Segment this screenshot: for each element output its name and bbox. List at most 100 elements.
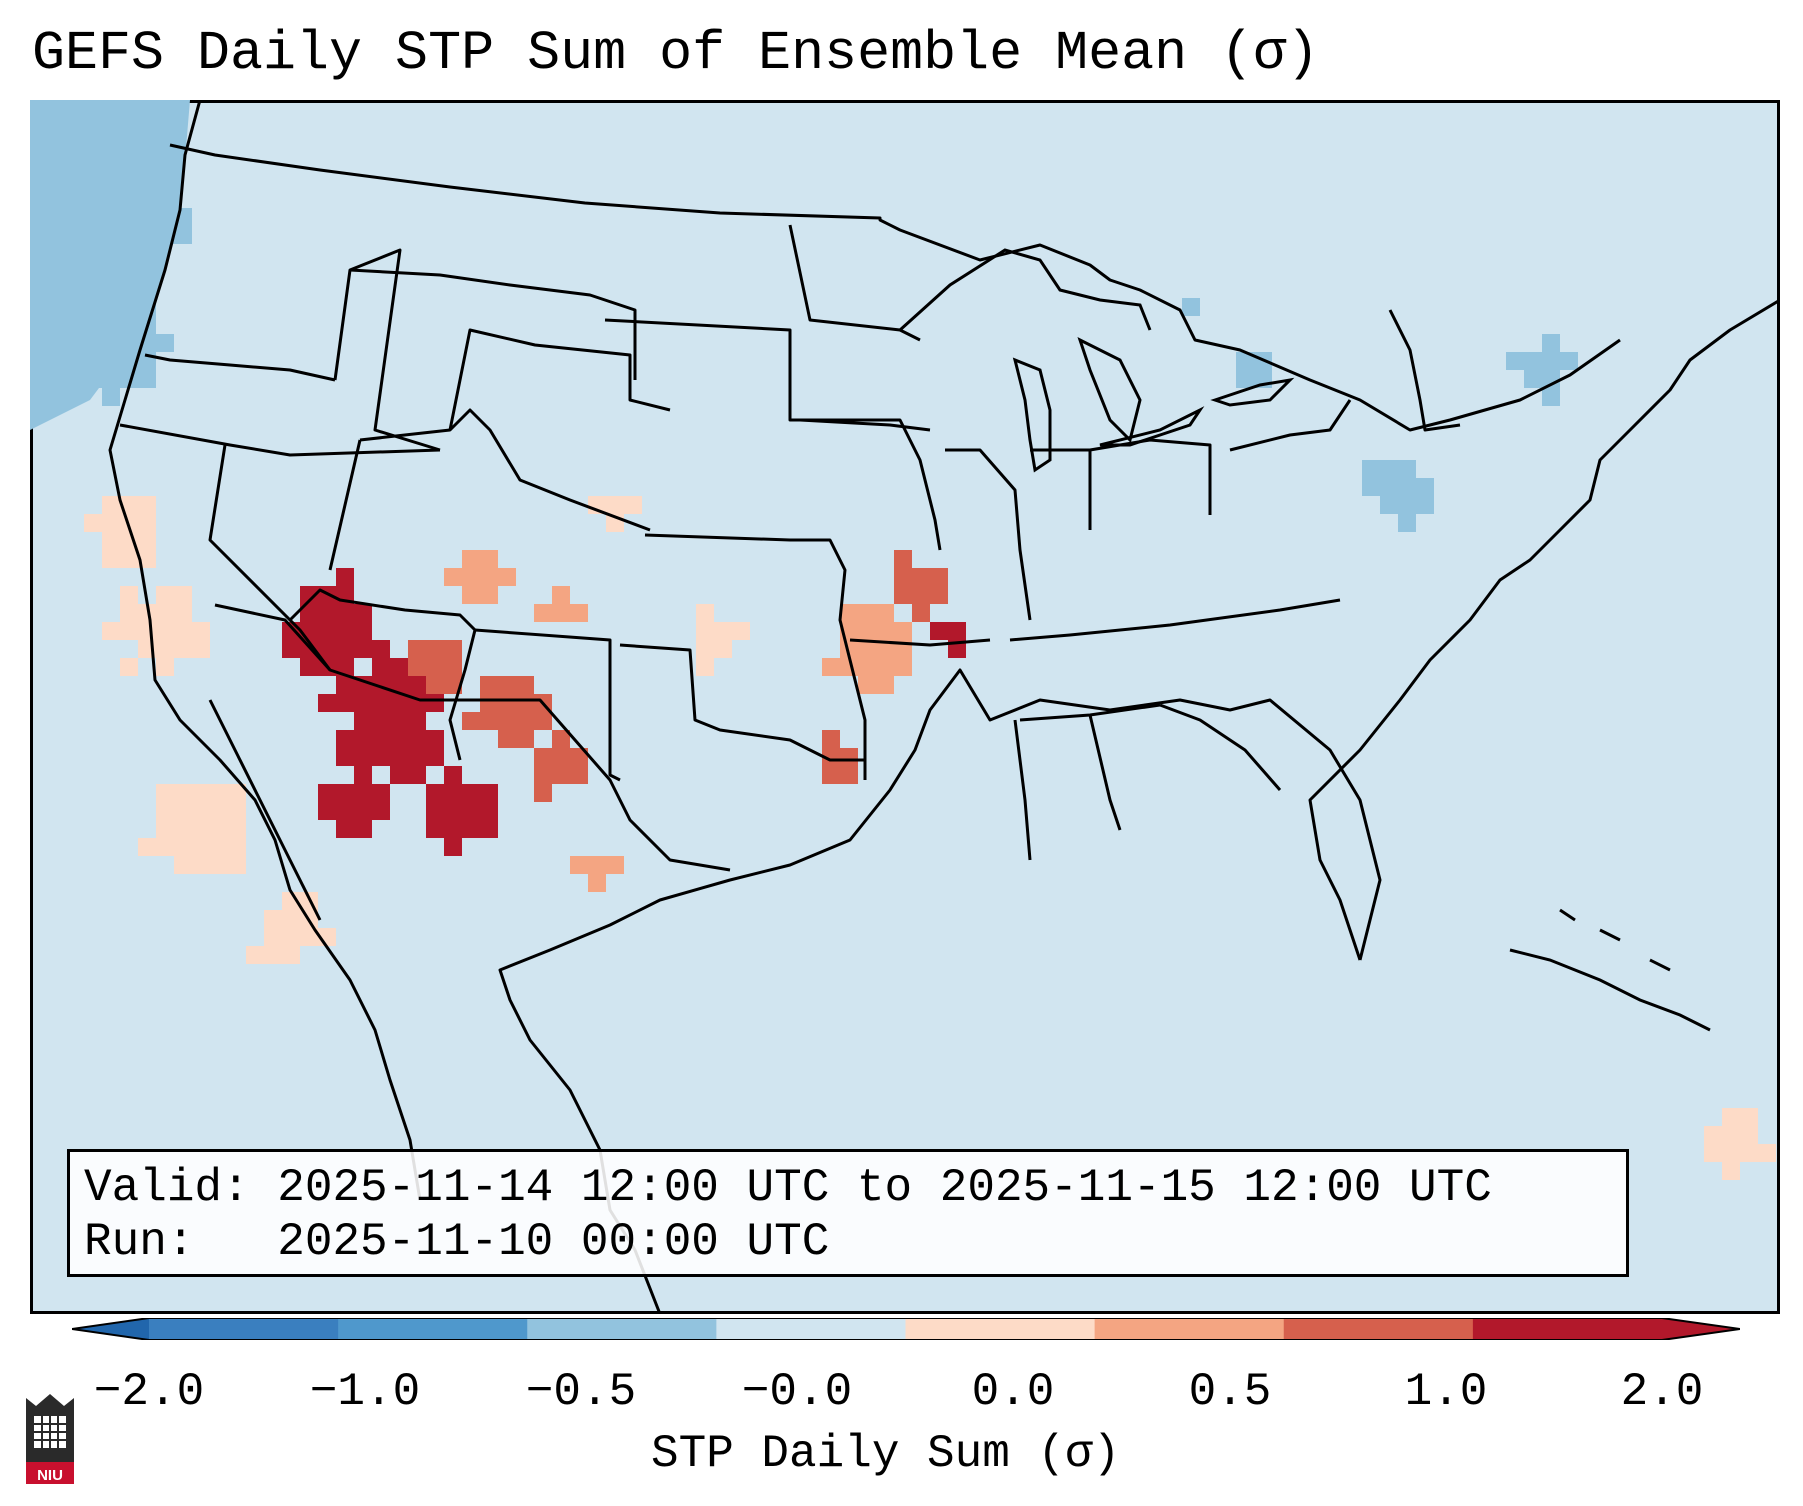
anomaly-cell <box>498 568 516 586</box>
anomaly-cell <box>102 388 120 406</box>
anomaly-cell <box>840 766 858 784</box>
anomaly-cell <box>102 316 120 334</box>
anomaly-cell <box>372 694 390 712</box>
anomaly-cell <box>138 226 156 244</box>
anomaly-cell <box>210 802 228 820</box>
map-background <box>30 100 1780 1314</box>
anomaly-cell <box>570 856 588 874</box>
anomaly-cell <box>408 748 426 766</box>
anomaly-cell <box>174 586 192 604</box>
anomaly-cell <box>372 802 390 820</box>
anomaly-cell <box>318 784 336 802</box>
tick-label: −0.0 <box>741 1366 853 1418</box>
anomaly-cell <box>120 586 138 604</box>
anomaly-cell <box>354 640 372 658</box>
anomaly-cell <box>372 712 390 730</box>
anomaly-cell <box>894 550 912 568</box>
border-new-england <box>1388 309 1461 432</box>
anomaly-cell <box>462 784 480 802</box>
anomaly-cell <box>480 694 498 712</box>
anomaly-cell <box>66 352 84 370</box>
anomaly-cell <box>552 604 570 622</box>
anomaly-cell <box>444 568 462 586</box>
anomaly-cell <box>480 586 498 604</box>
anomaly-cell <box>318 694 336 712</box>
anomaly-cell <box>174 604 192 622</box>
anomaly-cell <box>462 586 480 604</box>
anomaly-cell <box>1722 1144 1740 1162</box>
anomaly-cell <box>516 694 534 712</box>
cuba <box>1509 948 1711 1032</box>
bahamas <box>1559 908 1671 972</box>
anomaly-cell <box>138 514 156 532</box>
anomaly-cell <box>912 568 930 586</box>
valid-time-text: Valid: 2025-11-14 12:00 UTC to 2025-11-1… <box>84 1162 1492 1214</box>
anomaly-cell <box>1524 352 1542 370</box>
anomaly-cell <box>876 622 894 640</box>
anomaly-cell <box>138 244 156 262</box>
anomaly-cell <box>156 802 174 820</box>
anomaly-cell <box>552 586 570 604</box>
anomaly-cell <box>354 694 372 712</box>
anomaly-cell <box>498 712 516 730</box>
anomaly-cell <box>336 658 354 676</box>
anomaly-cell <box>480 568 498 586</box>
anomaly-cell <box>1542 352 1560 370</box>
anomaly-cell <box>1542 334 1560 352</box>
anomaly-cell <box>1362 478 1380 496</box>
anomaly-cell <box>876 604 894 622</box>
anomaly-cell <box>1398 478 1416 496</box>
anomaly-cell <box>1416 496 1434 514</box>
anomaly-cell <box>318 622 336 640</box>
anomaly-cell <box>102 352 120 370</box>
anomaly-cell <box>858 604 876 622</box>
anomaly-cell <box>696 604 714 622</box>
anomaly-cell <box>516 676 534 694</box>
border-ms-al <box>1013 719 1032 861</box>
anomaly-cell <box>390 712 408 730</box>
anomaly-cell <box>336 640 354 658</box>
anomaly-cell <box>606 856 624 874</box>
anomaly-cell <box>696 622 714 640</box>
colorbar-bin <box>1094 1318 1285 1340</box>
anomaly-cell <box>1380 478 1398 496</box>
anomaly-cell <box>1398 460 1416 478</box>
anomaly-cell <box>1416 478 1434 496</box>
pacific-coast <box>108 100 422 1201</box>
colorbar <box>72 1318 1740 1340</box>
anomaly-cell <box>462 568 480 586</box>
anomaly-cell <box>102 370 120 388</box>
anomaly-cell <box>930 568 948 586</box>
anomaly-cell <box>156 604 174 622</box>
logo-text: NIU <box>37 1467 63 1484</box>
anomaly-cell <box>876 640 894 658</box>
anomaly-cell <box>408 640 426 658</box>
anomaly-cell <box>174 622 192 640</box>
anomaly-cell <box>156 784 174 802</box>
valid-time-box: Valid: 2025-11-14 12:00 UTC to 2025-11-1… <box>67 1149 1629 1277</box>
anomaly-cell <box>156 334 174 352</box>
map-title: GEFS Daily STP Sum of Ensemble Mean (σ) <box>32 22 1320 85</box>
anomaly-cell <box>66 334 84 352</box>
anomaly-cell <box>354 820 372 838</box>
anomaly-cell <box>318 802 336 820</box>
anomaly-cell <box>480 712 498 730</box>
anomaly-cell <box>516 712 534 730</box>
map-panel <box>30 100 1780 1314</box>
anomaly-cell <box>174 784 192 802</box>
anomaly-cell <box>858 622 876 640</box>
anomaly-cell <box>174 802 192 820</box>
anomaly-cell <box>264 928 282 946</box>
colorbar-label: STP Daily Sum (σ) <box>651 1428 1121 1480</box>
border-mn-wi <box>788 224 921 342</box>
anomaly-cell <box>1704 1126 1722 1144</box>
anomaly-cell <box>426 694 444 712</box>
anomaly-cell <box>840 604 858 622</box>
anomaly-cell <box>1380 460 1398 478</box>
anomaly-cell <box>552 730 570 748</box>
anomaly-cell <box>264 910 282 928</box>
anomaly-cell <box>480 784 498 802</box>
niu-logo: NIU <box>22 1392 78 1488</box>
anomaly-cell <box>156 586 174 604</box>
anomaly-cell <box>1722 1162 1740 1180</box>
